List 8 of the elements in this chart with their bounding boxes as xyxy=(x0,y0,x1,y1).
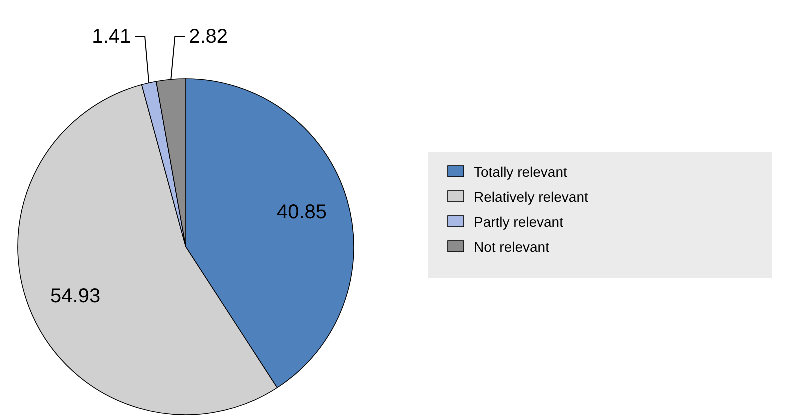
data-label: 2.82 xyxy=(189,26,228,48)
legend-label: Partly relevant xyxy=(474,214,564,230)
data-label: 54.93 xyxy=(50,285,101,308)
data-label: 1.41 xyxy=(92,26,132,48)
legend-label: Not relevant xyxy=(474,239,550,255)
legend-label: Totally relevant xyxy=(474,164,568,180)
data-label: 40.85 xyxy=(276,202,328,224)
legend-label: Relatively relevant xyxy=(474,189,588,205)
